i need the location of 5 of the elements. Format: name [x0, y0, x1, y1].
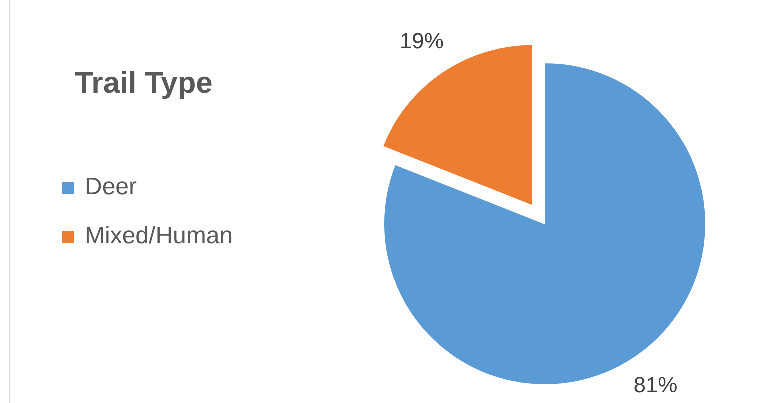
legend-label: Deer — [85, 173, 138, 200]
data-label: 19% — [400, 28, 444, 54]
legend-label: Mixed/Human — [85, 222, 234, 250]
data-label: 81% — [634, 372, 678, 398]
text: Trail Type — [75, 66, 213, 100]
